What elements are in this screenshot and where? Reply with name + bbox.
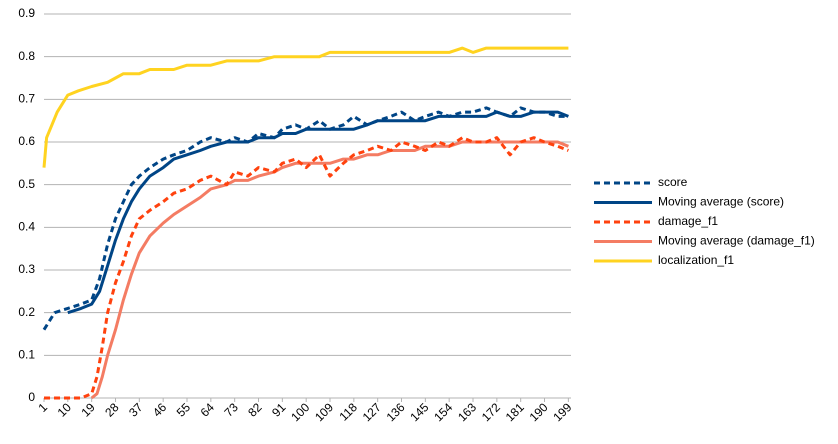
legend-label: damage_f1	[658, 214, 718, 228]
y-tick-label: 0.5	[18, 177, 35, 191]
y-tick-label: 0.9	[18, 6, 35, 20]
legend-label: Moving average (damage_f1)	[658, 234, 815, 248]
series-lines	[42, 46, 569, 400]
series-line-4	[42, 46, 569, 168]
series-line-0	[42, 106, 569, 331]
y-tick-label: 0.7	[18, 92, 35, 106]
legend-label: score	[658, 175, 688, 189]
y-tick-label: 0.6	[18, 134, 35, 148]
legend-label: Moving average (score)	[658, 195, 784, 209]
y-tick-label: 0	[28, 390, 35, 404]
y-tick-label: 0.4	[18, 220, 35, 234]
y-tick-label: 0.8	[18, 49, 35, 63]
y-tick-label: 0.1	[18, 348, 35, 362]
series-line-2	[44, 136, 569, 400]
legend-label: localization_f1	[658, 253, 734, 267]
y-axis-ticks: 0 0.1 0.2 0.3 0.4 0.5 0.6 0.7 0.8 0.9	[18, 6, 35, 404]
series-line-3	[90, 140, 569, 400]
y-tick-label: 0.3	[18, 262, 35, 276]
legend: score Moving average (score) damage_f1 Movi…	[594, 175, 815, 267]
y-tick-label: 0.2	[18, 305, 35, 319]
